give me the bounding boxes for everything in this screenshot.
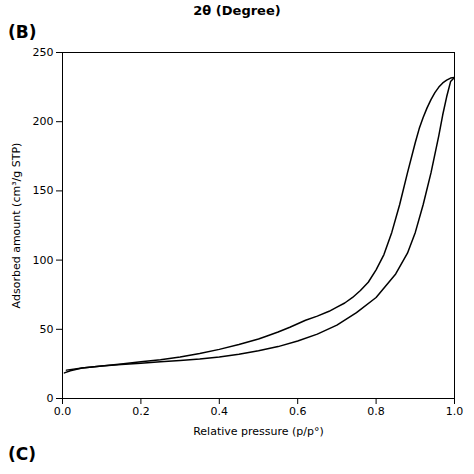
svg-text:50: 50: [40, 323, 54, 336]
svg-text:Relative pressure (p/p°): Relative pressure (p/p°): [193, 425, 324, 438]
svg-text:0.6: 0.6: [289, 405, 307, 418]
svg-text:0.2: 0.2: [132, 405, 150, 418]
svg-text:0.0: 0.0: [54, 405, 72, 418]
svg-text:250: 250: [33, 46, 54, 59]
svg-text:100: 100: [33, 254, 54, 267]
svg-text:0.4: 0.4: [211, 405, 229, 418]
svg-text:0.8: 0.8: [367, 405, 385, 418]
html-text:(B): (B): [8, 22, 37, 42]
svg-text:1.0: 1.0: [446, 405, 464, 418]
svg-text:200: 200: [33, 115, 54, 128]
html-text:2θ (Degree): 2θ (Degree): [193, 3, 281, 18]
svg-text:150: 150: [33, 184, 54, 197]
svg-text:Adsorbed amount (cm³/g STP): Adsorbed amount (cm³/g STP): [10, 143, 23, 309]
html-text:(C): (C): [8, 444, 36, 464]
svg-text:0: 0: [47, 392, 54, 405]
